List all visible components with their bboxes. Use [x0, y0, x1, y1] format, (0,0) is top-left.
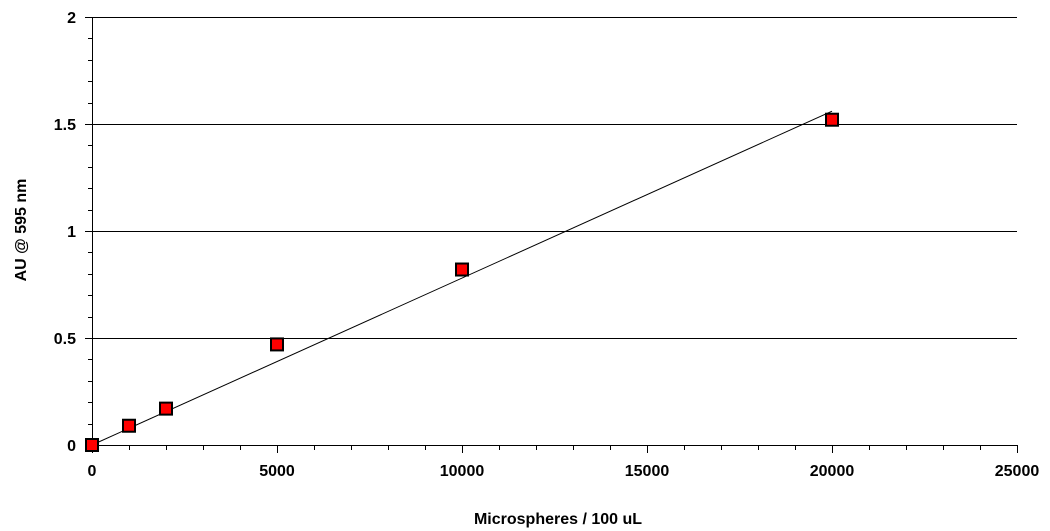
x-tick-labels: 0 5000 10000 15000 20000 25000	[88, 463, 1040, 480]
y-axis-title: AU @ 595 nm	[13, 179, 30, 282]
data-point-4	[455, 262, 469, 277]
data-points	[85, 112, 839, 452]
trendline-group	[91, 110, 833, 446]
data-point-1	[122, 418, 136, 433]
data-point-3	[270, 337, 284, 352]
data-point-2	[159, 401, 173, 416]
y-tick-label-4: 2	[67, 10, 76, 27]
minor-ticks	[85, 17, 1018, 453]
y-tick-label-2: 1	[67, 224, 76, 241]
x-tick-label-3: 15000	[625, 463, 670, 480]
x-tick-label-5: 25000	[995, 463, 1040, 480]
x-tick-label-2: 10000	[440, 463, 485, 480]
x-axis-title: Microspheres / 100 uL	[474, 511, 642, 528]
axes	[92, 17, 1017, 446]
y-tick-label-1: 0.5	[54, 331, 76, 348]
y-tick-labels: 0 0.5 1 1.5 2	[54, 10, 76, 455]
x-tick-label-4: 20000	[810, 463, 855, 480]
data-point-0	[85, 438, 99, 452]
trendline	[91, 110, 833, 446]
x-tick-label-1: 5000	[259, 463, 295, 480]
data-point-5	[825, 112, 839, 127]
y-tick-label-3: 1.5	[54, 117, 76, 134]
gridlines	[92, 17, 1017, 339]
y-tick-label-0: 0	[67, 438, 76, 455]
x-tick-label-0: 0	[88, 463, 97, 480]
